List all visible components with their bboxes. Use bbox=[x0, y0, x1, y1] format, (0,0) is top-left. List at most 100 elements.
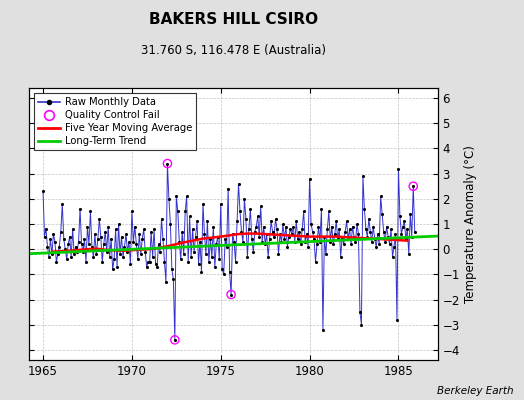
Point bbox=[307, 221, 315, 227]
Point bbox=[153, 264, 161, 270]
Point bbox=[89, 254, 97, 260]
Point bbox=[48, 251, 56, 258]
Point bbox=[198, 269, 206, 275]
Y-axis label: Temperature Anomaly (°C): Temperature Anomaly (°C) bbox=[464, 145, 477, 303]
Point bbox=[178, 228, 187, 235]
Point bbox=[283, 244, 291, 250]
Point bbox=[334, 236, 342, 242]
Point bbox=[69, 226, 77, 232]
Point bbox=[162, 279, 170, 285]
Point bbox=[313, 241, 321, 247]
Point bbox=[390, 244, 398, 250]
Point bbox=[46, 236, 54, 242]
Point bbox=[129, 238, 138, 245]
Point bbox=[202, 251, 210, 258]
Point bbox=[350, 233, 358, 240]
Point bbox=[171, 337, 179, 343]
Point bbox=[79, 248, 87, 255]
Point bbox=[274, 251, 282, 258]
Point bbox=[335, 226, 343, 232]
Point bbox=[308, 228, 316, 235]
Point bbox=[344, 236, 352, 242]
Point bbox=[121, 244, 129, 250]
Point bbox=[305, 176, 314, 182]
Point bbox=[314, 223, 323, 230]
Point bbox=[304, 244, 312, 250]
Point bbox=[276, 231, 284, 237]
Point bbox=[160, 258, 169, 265]
Point bbox=[375, 241, 384, 247]
Point bbox=[336, 254, 345, 260]
Point bbox=[372, 244, 380, 250]
Point bbox=[211, 264, 219, 270]
Point bbox=[282, 223, 290, 230]
Point bbox=[196, 238, 204, 245]
Point bbox=[100, 241, 108, 247]
Point bbox=[348, 223, 357, 230]
Point bbox=[101, 228, 110, 235]
Point bbox=[396, 213, 404, 220]
Point bbox=[64, 241, 72, 247]
Point bbox=[49, 231, 58, 237]
Point bbox=[185, 213, 194, 220]
Point bbox=[62, 256, 71, 262]
Point bbox=[252, 223, 260, 230]
Point bbox=[379, 228, 388, 235]
Point bbox=[94, 236, 102, 242]
Point bbox=[316, 238, 324, 245]
Point bbox=[148, 254, 157, 260]
Point bbox=[360, 206, 368, 212]
Point bbox=[266, 236, 274, 242]
Point bbox=[328, 223, 336, 230]
Point bbox=[399, 223, 407, 230]
Point bbox=[353, 221, 361, 227]
Point bbox=[73, 248, 81, 255]
Point bbox=[391, 231, 400, 237]
Point bbox=[209, 223, 217, 230]
Point bbox=[295, 228, 303, 235]
Point bbox=[366, 228, 375, 235]
Point bbox=[288, 231, 296, 237]
Point bbox=[291, 238, 299, 245]
Text: BAKERS HILL CSIRO: BAKERS HILL CSIRO bbox=[149, 12, 318, 27]
Point bbox=[220, 271, 228, 278]
Point bbox=[107, 236, 115, 242]
Point bbox=[370, 236, 379, 242]
Point bbox=[130, 223, 139, 230]
Point bbox=[393, 316, 401, 323]
Point bbox=[326, 238, 334, 245]
Point bbox=[166, 221, 174, 227]
Point bbox=[342, 218, 351, 225]
Point bbox=[359, 173, 367, 179]
Point bbox=[368, 238, 376, 245]
Point bbox=[60, 236, 68, 242]
Point bbox=[228, 231, 237, 237]
Point bbox=[53, 251, 62, 258]
Point bbox=[300, 208, 308, 215]
Point bbox=[378, 211, 386, 217]
Point bbox=[86, 208, 95, 215]
Point bbox=[408, 233, 416, 240]
Point bbox=[280, 236, 289, 242]
Point bbox=[246, 206, 255, 212]
Point bbox=[376, 193, 385, 200]
Point bbox=[182, 193, 191, 200]
Text: Berkeley Earth: Berkeley Earth bbox=[437, 386, 514, 396]
Point bbox=[191, 233, 200, 240]
Point bbox=[374, 231, 382, 237]
Point bbox=[385, 241, 394, 247]
Point bbox=[61, 246, 70, 252]
Point bbox=[82, 258, 90, 265]
Point bbox=[155, 241, 163, 247]
Point bbox=[205, 258, 213, 265]
Point bbox=[221, 236, 230, 242]
Point bbox=[165, 196, 173, 202]
Point bbox=[67, 254, 75, 260]
Point bbox=[400, 218, 409, 225]
Point bbox=[173, 208, 182, 215]
Point bbox=[215, 256, 223, 262]
Point bbox=[66, 233, 74, 240]
Point bbox=[234, 180, 243, 187]
Point bbox=[147, 228, 155, 235]
Point bbox=[163, 160, 172, 167]
